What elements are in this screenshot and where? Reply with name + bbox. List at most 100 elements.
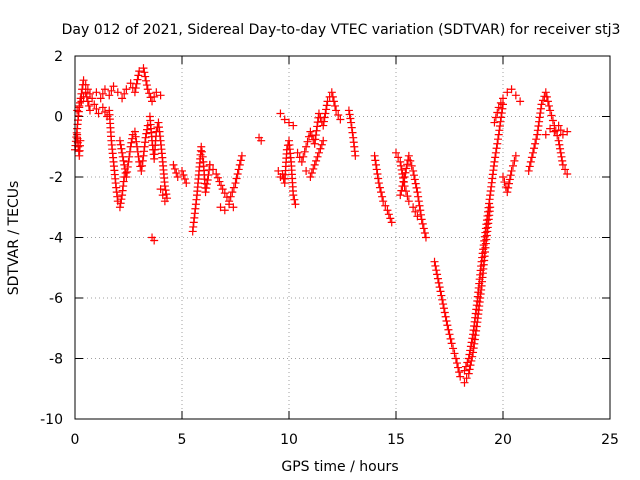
data-point: [116, 140, 125, 149]
data-point: [438, 295, 447, 304]
data-point: [556, 144, 565, 153]
data-point: [319, 117, 328, 126]
data-point: [542, 92, 551, 101]
y-tick-labels: -10 -8 -6 -4 -2 0 2: [40, 49, 63, 428]
data-point: [317, 140, 326, 149]
data-point: [142, 129, 151, 138]
data-point: [387, 218, 396, 227]
data-point: [546, 124, 555, 133]
data-point: [372, 165, 381, 174]
data-point: [289, 121, 298, 130]
data-point: [122, 85, 131, 94]
data-point: [117, 195, 126, 204]
data-point: [555, 140, 564, 149]
data-point: [373, 169, 382, 178]
x-tick-label: 25: [601, 432, 619, 448]
data-point: [503, 88, 512, 97]
data-point: [558, 160, 567, 169]
data-point: [558, 130, 567, 139]
data-point: [312, 156, 321, 165]
chart-title: Day 012 of 2021, Sidereal Day-to-day VTE…: [62, 22, 621, 38]
data-point: [420, 228, 429, 237]
data-point: [274, 166, 283, 175]
data-point: [226, 192, 235, 201]
data-point: [198, 152, 207, 161]
data-point: [150, 236, 159, 245]
data-point: [538, 96, 547, 105]
data-point: [135, 157, 144, 166]
x-tick-label: 20: [494, 432, 512, 448]
data-point: [257, 136, 266, 145]
data-point: [465, 350, 474, 359]
data-point: [209, 165, 218, 174]
data-point: [413, 188, 422, 197]
data-point: [494, 103, 503, 112]
data-point: [375, 183, 384, 192]
data-point: [107, 86, 116, 95]
data-point: [123, 167, 132, 176]
data-point: [139, 64, 148, 73]
data-point: [415, 201, 424, 210]
data-point: [316, 144, 325, 153]
data-point: [289, 191, 298, 200]
data-point: [85, 106, 94, 115]
data-point: [113, 88, 122, 97]
data-point: [407, 161, 416, 170]
data-point: [406, 156, 415, 165]
data-point: [494, 130, 503, 139]
data-point: [433, 270, 442, 279]
data-point: [319, 121, 328, 130]
data-point: [143, 85, 152, 94]
y-tick-label: 2: [54, 49, 63, 65]
data-point: [530, 144, 539, 153]
data-point: [133, 142, 142, 151]
data-point: [396, 161, 405, 170]
data-point: [320, 113, 329, 122]
data-point: [134, 71, 143, 80]
data-point: [130, 127, 139, 136]
data-point: [300, 147, 309, 156]
data-point: [309, 164, 318, 173]
data-point: [81, 80, 90, 89]
data-point: [220, 189, 229, 198]
data-point: [202, 184, 211, 193]
data-point: [120, 160, 129, 169]
data-point: [412, 183, 421, 192]
data-point: [528, 148, 537, 157]
data-point: [182, 179, 191, 188]
data-point: [92, 104, 101, 113]
data-point: [142, 81, 151, 90]
data-point: [299, 152, 308, 161]
data-point: [118, 148, 127, 157]
data-point: [75, 101, 84, 110]
data-point: [466, 346, 475, 355]
data-point: [507, 166, 516, 175]
grid-lines: [75, 56, 610, 419]
data-point: [170, 164, 179, 173]
data-point: [109, 82, 118, 91]
data-point: [461, 362, 470, 371]
data-point: [558, 156, 567, 165]
data-point: [537, 100, 546, 109]
data-point: [173, 173, 182, 181]
data-point: [235, 160, 244, 169]
data-point: [310, 160, 319, 169]
data-point: [463, 358, 472, 367]
data-point: [125, 152, 134, 161]
data-point: [410, 175, 419, 184]
data-point: [414, 197, 423, 206]
data-point: [79, 76, 88, 85]
data-point: [510, 156, 519, 165]
data-point: [218, 185, 227, 194]
data-point: [467, 338, 476, 347]
data-point: [494, 135, 503, 144]
data-point: [462, 374, 471, 383]
data-point: [439, 304, 448, 313]
data-point: [131, 84, 140, 93]
y-tick-label: -10: [40, 412, 63, 428]
data-point: [456, 372, 465, 381]
data-point: [203, 176, 212, 185]
data-point: [556, 148, 565, 157]
data-point: [491, 148, 500, 157]
data-point: [409, 203, 418, 212]
